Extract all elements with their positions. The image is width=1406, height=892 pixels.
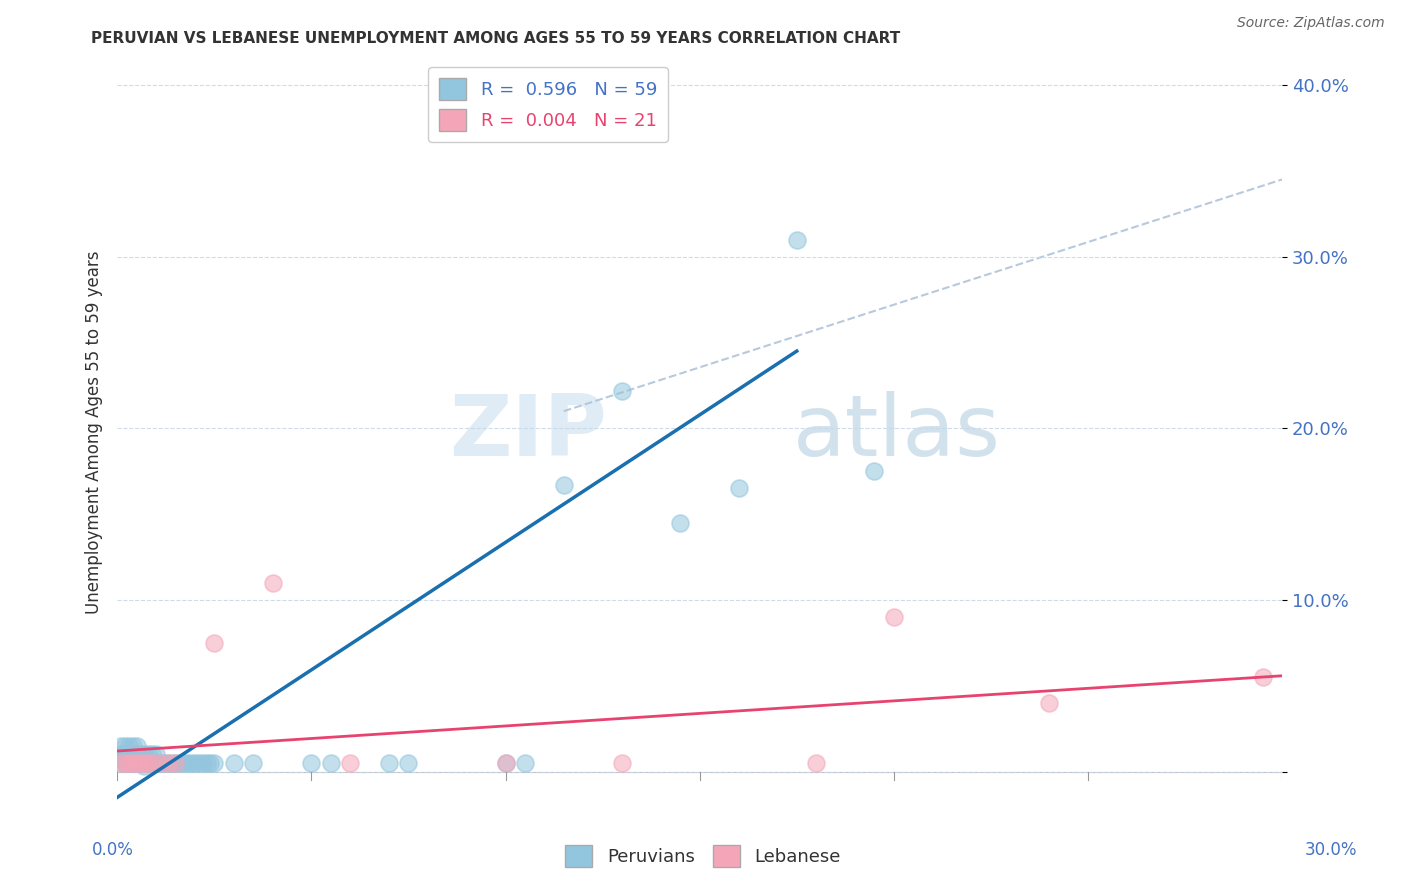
Point xyxy=(172,756,194,770)
Point xyxy=(125,756,148,770)
Point xyxy=(110,747,132,762)
Point xyxy=(378,756,401,770)
Point xyxy=(145,756,167,770)
Point xyxy=(184,756,207,770)
Point xyxy=(121,756,143,770)
Point xyxy=(202,636,225,650)
Legend: Peruvians, Lebanese: Peruvians, Lebanese xyxy=(558,838,848,874)
Point xyxy=(121,751,143,765)
Point xyxy=(110,751,132,765)
Point xyxy=(195,756,218,770)
Point xyxy=(114,751,136,765)
Point xyxy=(136,756,159,770)
Point xyxy=(806,756,828,770)
Point xyxy=(125,739,148,753)
Text: 0.0%: 0.0% xyxy=(91,840,134,858)
Point xyxy=(149,756,172,770)
Point xyxy=(786,233,808,247)
Point xyxy=(129,756,152,770)
Point xyxy=(156,756,179,770)
Point xyxy=(118,739,141,753)
Point xyxy=(152,756,174,770)
Point xyxy=(118,751,141,765)
Point xyxy=(134,747,156,762)
Point xyxy=(141,756,163,770)
Point xyxy=(191,756,214,770)
Point xyxy=(553,478,575,492)
Point xyxy=(125,747,148,762)
Text: ZIP: ZIP xyxy=(449,391,606,475)
Point xyxy=(114,756,136,770)
Point xyxy=(187,756,209,770)
Text: atlas: atlas xyxy=(793,391,1001,475)
Point xyxy=(114,756,136,770)
Point xyxy=(495,756,517,770)
Point xyxy=(136,747,159,762)
Legend: R =  0.596   N = 59, R =  0.004   N = 21: R = 0.596 N = 59, R = 0.004 N = 21 xyxy=(429,68,668,142)
Y-axis label: Unemployment Among Ages 55 to 59 years: Unemployment Among Ages 55 to 59 years xyxy=(86,251,103,615)
Point xyxy=(180,756,202,770)
Point xyxy=(114,747,136,762)
Point xyxy=(262,575,284,590)
Point xyxy=(319,756,342,770)
Point xyxy=(200,756,222,770)
Point xyxy=(863,464,886,478)
Text: Source: ZipAtlas.com: Source: ZipAtlas.com xyxy=(1237,16,1385,30)
Point xyxy=(136,756,159,770)
Point xyxy=(125,756,148,770)
Point xyxy=(165,756,187,770)
Point xyxy=(118,756,141,770)
Point xyxy=(513,756,536,770)
Point xyxy=(242,756,264,770)
Point xyxy=(118,747,141,762)
Point xyxy=(121,756,143,770)
Point xyxy=(121,739,143,753)
Point xyxy=(134,759,156,773)
Point xyxy=(129,747,152,762)
Point xyxy=(176,756,198,770)
Point xyxy=(118,756,141,770)
Point xyxy=(202,756,225,770)
Text: PERUVIAN VS LEBANESE UNEMPLOYMENT AMONG AGES 55 TO 59 YEARS CORRELATION CHART: PERUVIAN VS LEBANESE UNEMPLOYMENT AMONG … xyxy=(91,31,901,46)
Point xyxy=(339,756,361,770)
Point xyxy=(169,756,191,770)
Point xyxy=(495,756,517,770)
Point xyxy=(121,747,143,762)
Point xyxy=(160,756,183,770)
Point xyxy=(134,756,156,770)
Point xyxy=(610,756,633,770)
Point xyxy=(299,756,322,770)
Point xyxy=(165,756,187,770)
Point xyxy=(156,756,179,770)
Point xyxy=(1038,696,1060,710)
Point xyxy=(141,747,163,762)
Point xyxy=(149,756,172,770)
Point xyxy=(129,756,152,770)
Point xyxy=(110,756,132,770)
Point xyxy=(114,739,136,753)
Point xyxy=(883,610,905,624)
Point xyxy=(1251,670,1274,684)
Point xyxy=(145,747,167,762)
Point xyxy=(669,516,692,530)
Point xyxy=(141,756,163,770)
Point xyxy=(610,384,633,398)
Point xyxy=(398,756,420,770)
Text: 30.0%: 30.0% xyxy=(1305,840,1357,858)
Point xyxy=(727,482,749,496)
Point xyxy=(110,739,132,753)
Point xyxy=(110,756,132,770)
Point xyxy=(222,756,245,770)
